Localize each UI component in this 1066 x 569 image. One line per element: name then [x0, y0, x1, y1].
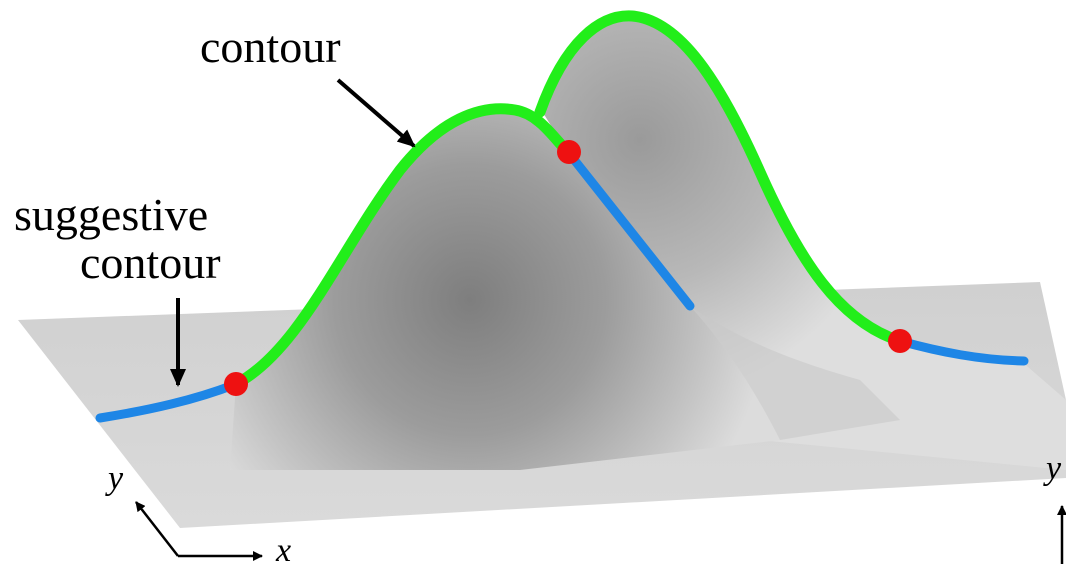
back-hump: [540, 13, 1066, 471]
contour-label: contour: [200, 21, 341, 72]
y-axis-label: y: [108, 460, 124, 497]
junction-point-left: [224, 372, 248, 396]
contour-line: [230, 103, 574, 390]
contour-line-back: [534, 10, 906, 347]
y-axis-label-right: y: [1046, 450, 1062, 487]
suggestive-contour-left: [95, 379, 241, 423]
suggestive-label-line2: contour: [80, 237, 221, 288]
suggestive-contour-middle: [563, 147, 695, 311]
junction-point-right: [888, 329, 912, 353]
junction-point-middle: [557, 140, 581, 164]
contour-arrow: [336, 78, 416, 148]
x-axis-label: x: [276, 532, 292, 569]
suggestive-contour-right: [895, 336, 1029, 366]
front-hump: [230, 108, 780, 470]
valley-shade: [690, 306, 900, 440]
suggestive-label-line1: suggestive: [14, 189, 209, 240]
y-axis-arrow: [135, 501, 179, 557]
